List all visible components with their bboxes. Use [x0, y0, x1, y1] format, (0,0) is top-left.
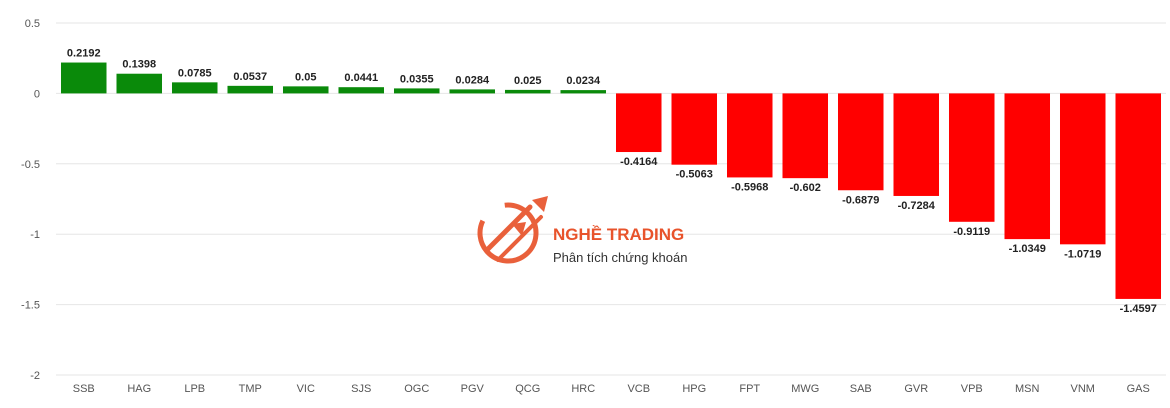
data-label: -0.4164: [620, 156, 658, 168]
x-tick-label: HRC: [571, 383, 595, 395]
bars: [60, 62, 1162, 299]
data-labels: 0.2192 0.1398 0.0785 0.0537 0.05 0.0441 0.0355…: [67, 48, 1157, 315]
bar-vcb: [615, 93, 662, 153]
data-label: 0.0785: [178, 67, 212, 79]
data-label: 0.2192: [67, 48, 101, 60]
x-tick-label: HAG: [127, 383, 151, 395]
x-tick-label: PGV: [461, 383, 485, 395]
y-axis-ticks: 0.5 0 -0.5 -1 -1.5 -2: [21, 18, 40, 382]
data-label: 0.1398: [122, 59, 156, 71]
bar-lpb: [171, 82, 218, 94]
bar-gvr: [893, 93, 940, 196]
data-label: 0.0234: [566, 75, 601, 87]
watermark-subtitle: Phân tích chứng khoán: [553, 250, 687, 265]
x-tick-label: GVR: [904, 383, 928, 395]
trading-logo-icon: [477, 196, 548, 264]
bar-hag: [116, 73, 163, 94]
y-tick-label: -1: [30, 229, 40, 241]
data-label: -1.0719: [1064, 248, 1101, 260]
x-tick-label: VIC: [297, 383, 315, 395]
x-tick-label: VPB: [961, 383, 983, 395]
bar-fpt: [726, 93, 773, 178]
y-tick-label: -1.5: [21, 300, 40, 312]
y-tick-label: -0.5: [21, 159, 40, 171]
x-tick-label: LPB: [184, 383, 205, 395]
data-label: -1.4597: [1120, 303, 1157, 315]
bar-pgv: [449, 89, 496, 94]
x-tick-label: HPG: [682, 383, 706, 395]
bar-ogc: [393, 88, 440, 94]
bar-gas: [1115, 93, 1162, 299]
bar-vpb: [948, 93, 995, 222]
x-tick-label: VNM: [1071, 383, 1095, 395]
x-tick-label: MSN: [1015, 383, 1040, 395]
bar-mwg: [782, 93, 829, 179]
bar-sab: [837, 93, 884, 191]
bar-vnm: [1059, 93, 1106, 245]
y-tick-label: 0.5: [25, 18, 40, 30]
data-label: 0.025: [514, 75, 542, 87]
data-label: -0.9119: [953, 226, 990, 238]
watermark-title: NGHỀ TRADING: [553, 225, 684, 244]
data-label: 0.0441: [344, 72, 378, 84]
x-tick-label: MWG: [791, 383, 819, 395]
y-tick-label: 0: [34, 88, 40, 100]
data-label: 0.0284: [455, 74, 490, 86]
data-label: 0.0537: [233, 71, 267, 83]
data-label: 0.0355: [400, 73, 434, 85]
data-label: -0.602: [790, 182, 821, 194]
bar-msn: [1004, 93, 1051, 240]
x-tick-label: VCB: [627, 383, 650, 395]
bar-ssb: [60, 62, 107, 94]
x-tick-label: FPT: [739, 383, 760, 395]
data-label: -0.5968: [731, 181, 768, 193]
bar-sjs: [338, 87, 385, 94]
bar-vic: [282, 86, 329, 94]
y-tick-label: -2: [30, 370, 40, 382]
x-tick-label: QCG: [515, 383, 540, 395]
data-label: -0.5063: [676, 169, 713, 181]
x-tick-label: GAS: [1127, 383, 1150, 395]
x-axis-ticks: SSB HAG LPB TMP VIC SJS OGC PGV QCG HRC VCB HPG FPT M…: [73, 383, 1150, 395]
x-tick-label: SAB: [850, 383, 872, 395]
watermark-logo: NGHỀ TRADING Phân tích chứng khoán: [477, 196, 687, 265]
data-label: -0.6879: [842, 194, 879, 206]
data-label: -0.7284: [898, 200, 936, 212]
grid-lines: [56, 22, 1166, 376]
x-tick-label: OGC: [404, 383, 429, 395]
data-label: 0.05: [295, 71, 316, 83]
x-tick-label: SJS: [351, 383, 371, 395]
bar-hpg: [671, 93, 718, 165]
bar-hrc: [560, 90, 607, 94]
x-tick-label: SSB: [73, 383, 95, 395]
bar-qcg: [504, 89, 551, 94]
data-label: -1.0349: [1009, 243, 1046, 255]
bar-tmp: [227, 85, 274, 94]
x-tick-label: TMP: [239, 383, 262, 395]
